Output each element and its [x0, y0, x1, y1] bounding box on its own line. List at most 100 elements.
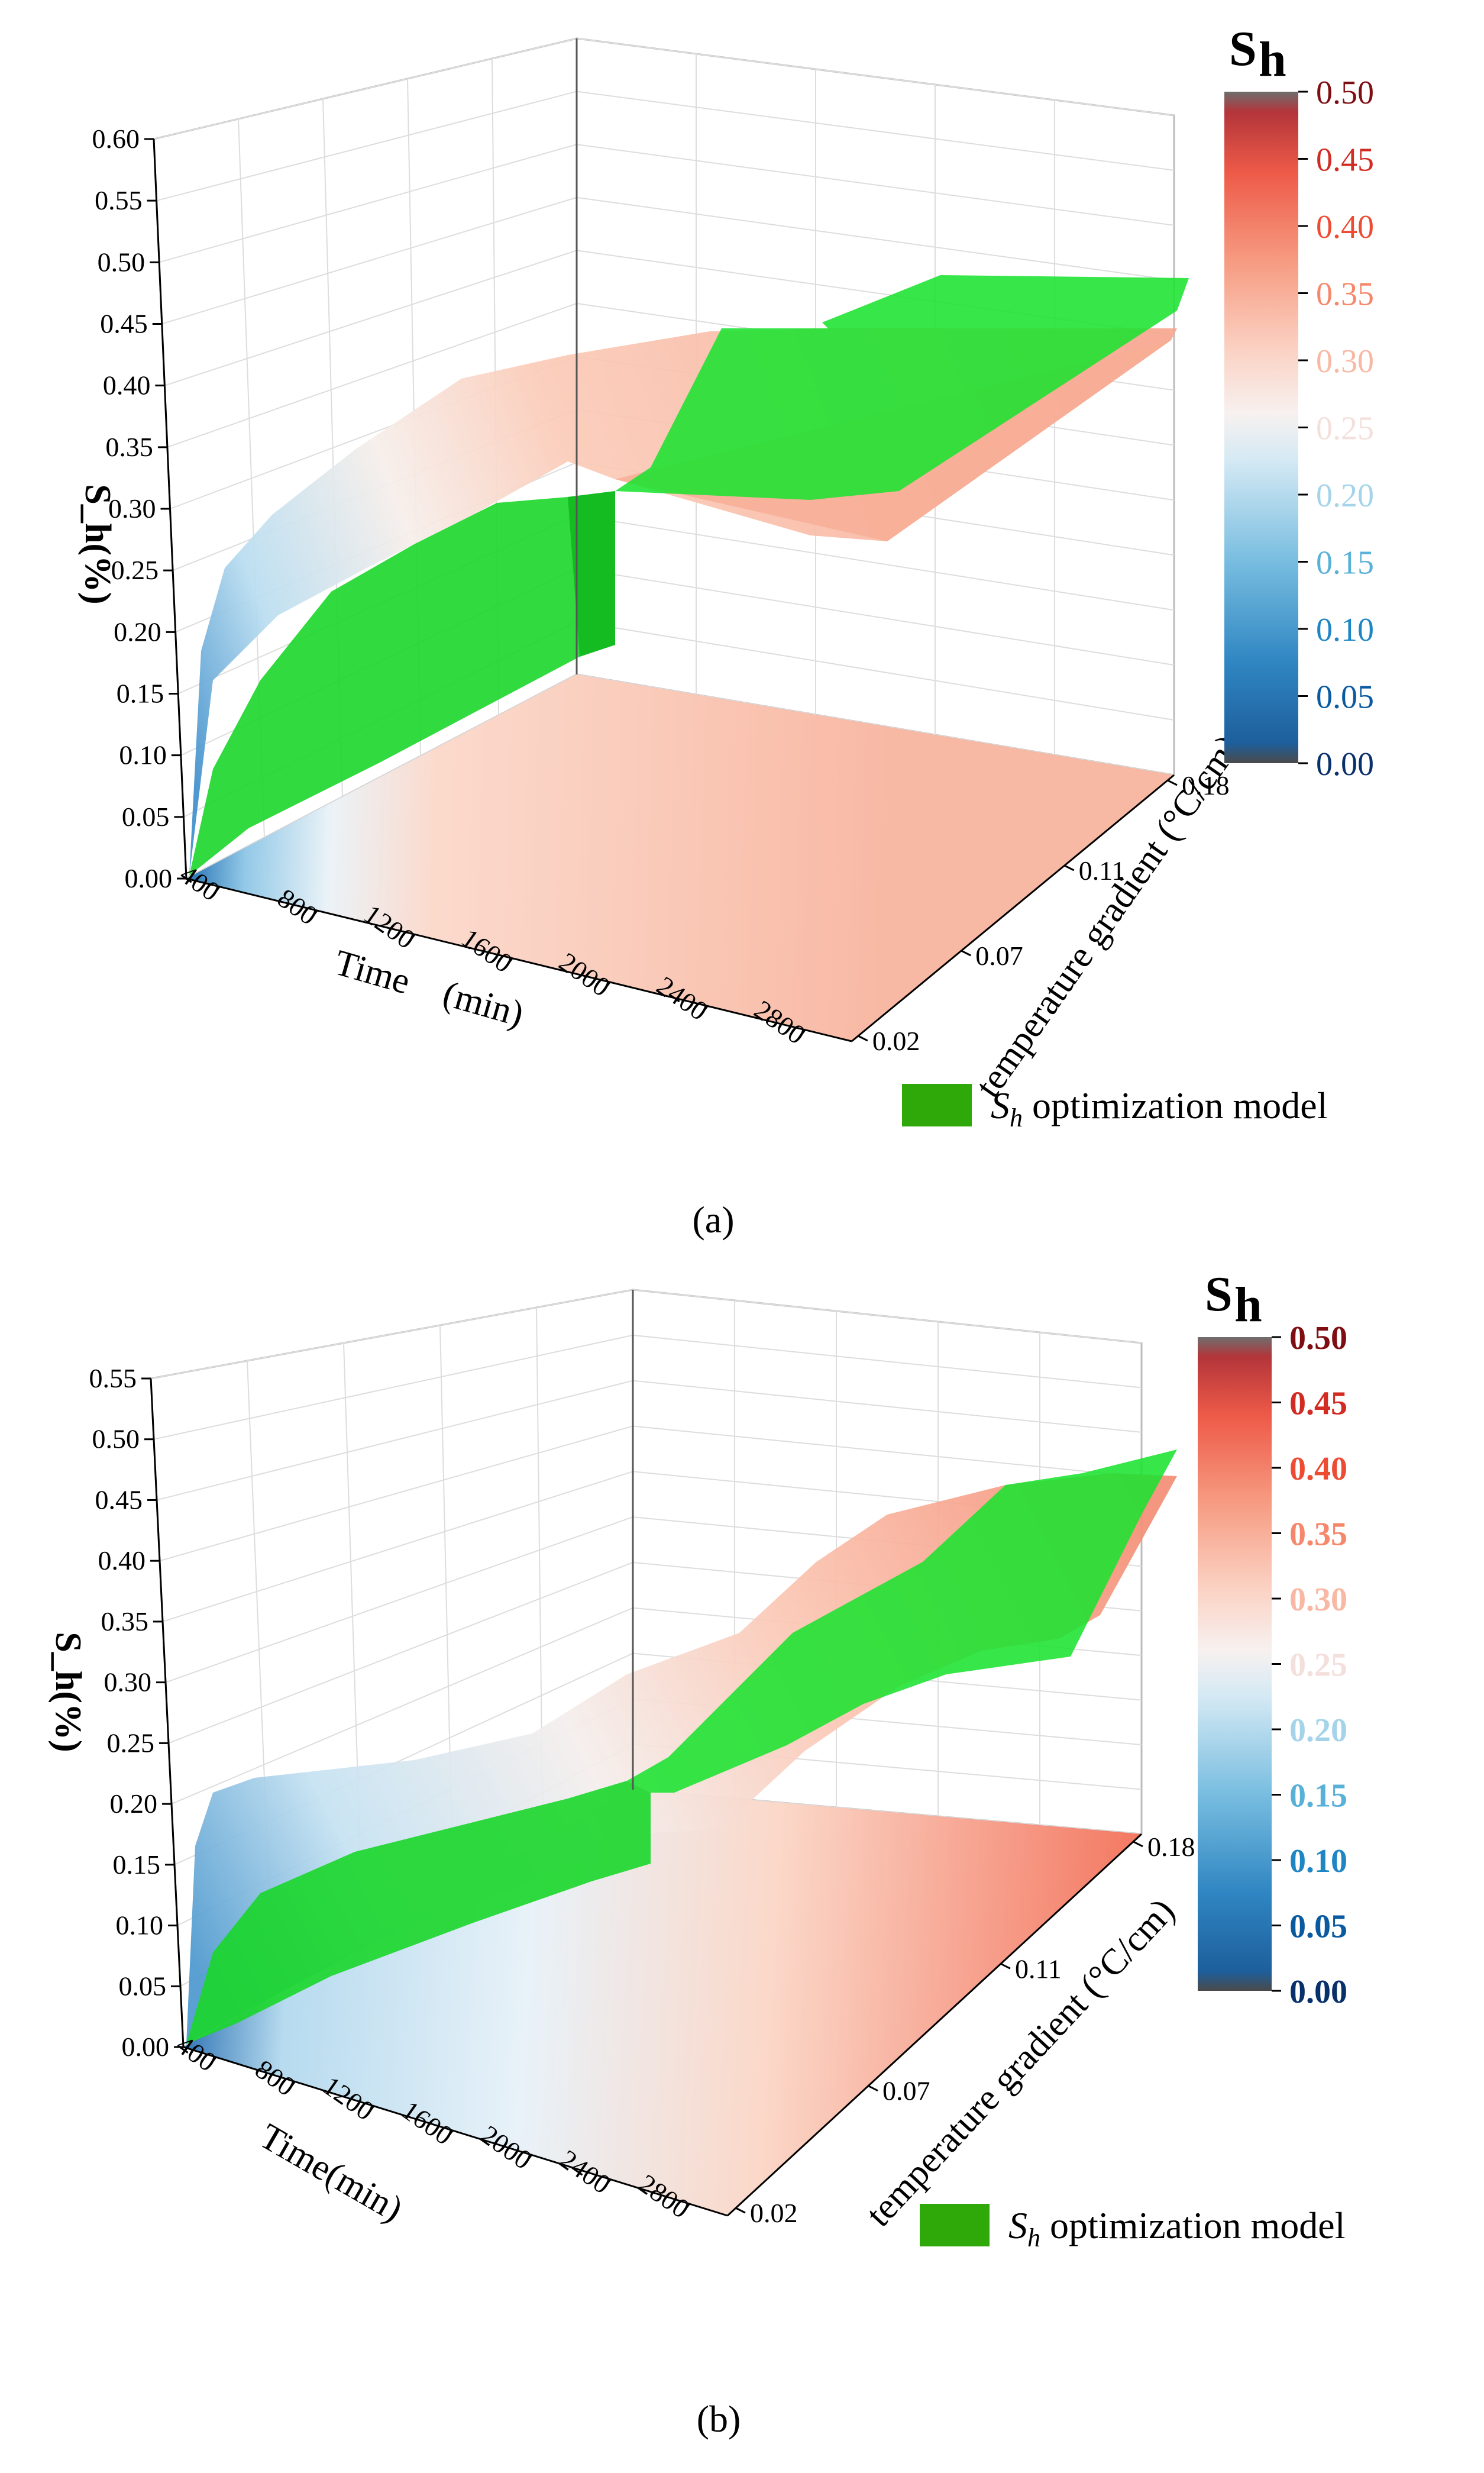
panel-a-z-tick-label: 0.50 [98, 247, 146, 277]
panel-b-x-label: Time(min) [253, 2116, 410, 2230]
panel-a-colorbar-tick-label: 0.20 [1316, 477, 1374, 514]
panel-b-chart: 0.00 0.05 0.10 0.15 0.20 0.25 0.30 0.35 0.40 0.45… [48, 1267, 1347, 2440]
panel-a-z-tick-label: 0.40 [103, 370, 151, 401]
panel-b-y-tick-label: 0.11 [1015, 1954, 1062, 1984]
panel-b-colorbar-tick-label: 0.30 [1289, 1581, 1347, 1618]
panel-b-colorbar-tick-label: 0.20 [1289, 1712, 1347, 1749]
panel-a-x-tick-mark [407, 934, 416, 945]
panel-a-y-tick-mark [858, 1035, 868, 1042]
panel-a-colorbar-tick-label: 0.50 [1316, 75, 1374, 111]
panel-a-colorbar-title: S h [1229, 21, 1286, 87]
panel-b-x-tick-mark [287, 2081, 296, 2092]
panel-a-x-tick-mark [309, 910, 318, 921]
panel-b-z-tick-label: 0.35 [101, 1606, 149, 1636]
panel-b-z-axis-line [150, 1378, 185, 2048]
panel-a-model-surface [189, 491, 615, 876]
panel-b-z-tick-label: 0.55 [89, 1363, 137, 1393]
panel-a-z-tick-label: 0.00 [125, 863, 173, 893]
panel-a-z-tick-label: 0.55 [95, 185, 143, 215]
panel-a-caption: (a) [692, 1199, 734, 1241]
panel-a-colorbar-tick-label: 0.35 [1316, 276, 1374, 313]
panel-b-x-tick-mark [681, 2203, 690, 2214]
panel-b-colorbar-tick-label: 0.05 [1289, 1909, 1347, 1945]
svg-text:h: h [1259, 32, 1286, 87]
panel-a-colorbar-tick-label: 0.30 [1316, 343, 1374, 380]
panel-b-z-tick-label: 0.15 [113, 1849, 161, 1880]
panel-b-z-tick-label: 0.25 [107, 1728, 155, 1758]
panel-a-y-tick-label: 0.11 [1079, 855, 1126, 886]
panel-b-colorbar-tick-label: 0.25 [1289, 1647, 1347, 1684]
panel-a-z-tick-label: 0.20 [114, 616, 161, 647]
panel-a-z-tick-label: 0.60 [92, 124, 140, 154]
panel-b-z-tick-label: 0.45 [95, 1484, 143, 1515]
panel-b-floor-surface [183, 1790, 1142, 2216]
panel-a-legend: Sh optimization model [902, 1084, 1327, 1132]
svg-text:S: S [1205, 1267, 1233, 1322]
panel-b-y-tick-mark [1133, 1841, 1143, 1848]
panel-a-chart: 0.00 0.05 0.10 0.15 0.20 0.25 0.30 0.35 0.40 0.45… [77, 21, 1374, 1241]
panel-a-colorbar-tick-label: 0.25 [1316, 411, 1374, 447]
panel-a-x-axis-line [186, 877, 852, 1042]
panel-a-y-tick-label: 0.18 [1182, 770, 1230, 800]
panel-a-colorbar-tick-label: 0.05 [1316, 679, 1374, 716]
panel-a-z-tick-label: 0.10 [119, 740, 167, 770]
panel-a-legend-swatch [902, 1084, 972, 1126]
panel-b-legend-swatch [920, 2204, 990, 2246]
panel-b-model-surface [186, 1781, 651, 2044]
panel-b-y-tick-mark [868, 2085, 878, 2092]
panel-a-y-tick-mark [1064, 864, 1075, 871]
panel-a-colorbar-tick-label: 0.45 [1316, 142, 1374, 179]
panel-b-ticks: 0.00 0.05 0.10 0.15 0.20 0.25 0.30 0.35 0.40 0.45… [89, 1363, 1195, 2228]
panel-b-colorbar-tick-label: 0.00 [1289, 1974, 1347, 2010]
panel-b-x-tick-mark [523, 2154, 532, 2165]
panel-a-floor-surface [186, 674, 1174, 1041]
panel-b-caption: (b) [697, 2398, 741, 2440]
panel-a-z-tick-label: 0.45 [100, 309, 148, 339]
panel-b-colorbar-tick-label: 0.50 [1289, 1320, 1347, 1357]
svg-text:Sh optimization model: Sh optimization model [1008, 2204, 1345, 2252]
svg-text:h: h [1234, 1277, 1262, 1332]
panel-a-z-tick-label: 0.35 [105, 432, 153, 462]
panel-a-x-tick-mark [797, 1029, 806, 1040]
panel-b-z-label: S_h(%) [48, 1632, 88, 1752]
panel-a-z-tick-label: 0.25 [111, 555, 159, 585]
panel-b-y-tick-mark [1000, 1962, 1011, 1970]
panel-a-y-tick-mark [961, 950, 971, 957]
panel-a-y-tick-label: 0.02 [872, 1026, 920, 1056]
panel-b-y-tick-label: 0.18 [1147, 1832, 1195, 1862]
panel-a-colorbar-tick-label: 0.15 [1316, 545, 1374, 582]
panel-a-x-tick-mark [700, 1005, 709, 1016]
panel-b-x-tick-mark [603, 2178, 612, 2190]
panel-b-x-tick-mark [208, 2056, 217, 2068]
panel-a-y-axis-line [851, 774, 1175, 1042]
panel-b-colorbar [1198, 1337, 1272, 1991]
panel-b-colorbar-ticks: 0.00 0.05 0.10 0.15 0.20 0.25 0.30 0.35 0.40 0.45… [1272, 1320, 1347, 2010]
panel-b-colorbar-tick-label: 0.10 [1289, 1843, 1347, 1880]
panel-a-colorbar-tick-label: 0.10 [1316, 612, 1374, 648]
panel-a-colorbar-ticks: 0.00 0.05 0.10 0.15 0.20 0.25 0.30 0.35 0.40 0.45… [1298, 75, 1374, 783]
panel-a-model-surface-edge [568, 491, 615, 657]
panel-b-legend: Sh optimization model [920, 2204, 1345, 2252]
panel-a-y-tick-label: 0.07 [975, 941, 1023, 971]
panel-a-model-surface-upper [568, 275, 1189, 500]
panel-b-colorbar-tick-label: 0.45 [1289, 1386, 1347, 1422]
panel-b-z-tick-label: 0.05 [119, 1971, 167, 2001]
panel-a-z-label: S_h(%) [77, 484, 118, 604]
panel-b-z-tick-label: 0.30 [104, 1667, 152, 1697]
panel-a-z-tick-label: 0.30 [108, 493, 156, 524]
panel-b-z-tick-label: 0.40 [98, 1545, 146, 1576]
panel-a-x-tick-mark [602, 982, 611, 992]
panel-b-model-surface-upper [627, 1449, 1177, 1793]
panel-a-colorbar-tick-label: 0.00 [1316, 746, 1374, 783]
panel-b-colorbar-title: S h [1205, 1267, 1262, 1332]
panel-a-y-tick-mark [1167, 779, 1178, 786]
panel-b-colorbar-tick-label: 0.35 [1289, 1516, 1347, 1553]
panel-b-z-tick-label: 0.10 [116, 1910, 164, 1941]
panel-b-z-tick-label: 0.20 [110, 1788, 158, 1819]
panel-b-colorbar-tick-label: 0.40 [1289, 1451, 1347, 1487]
panel-b-y-tick-label: 0.02 [750, 2198, 798, 2228]
svg-text:S: S [1229, 21, 1257, 76]
panel-a-x-tick-mark [212, 886, 221, 897]
panel-b-z-tick-label: 0.00 [122, 2032, 170, 2062]
